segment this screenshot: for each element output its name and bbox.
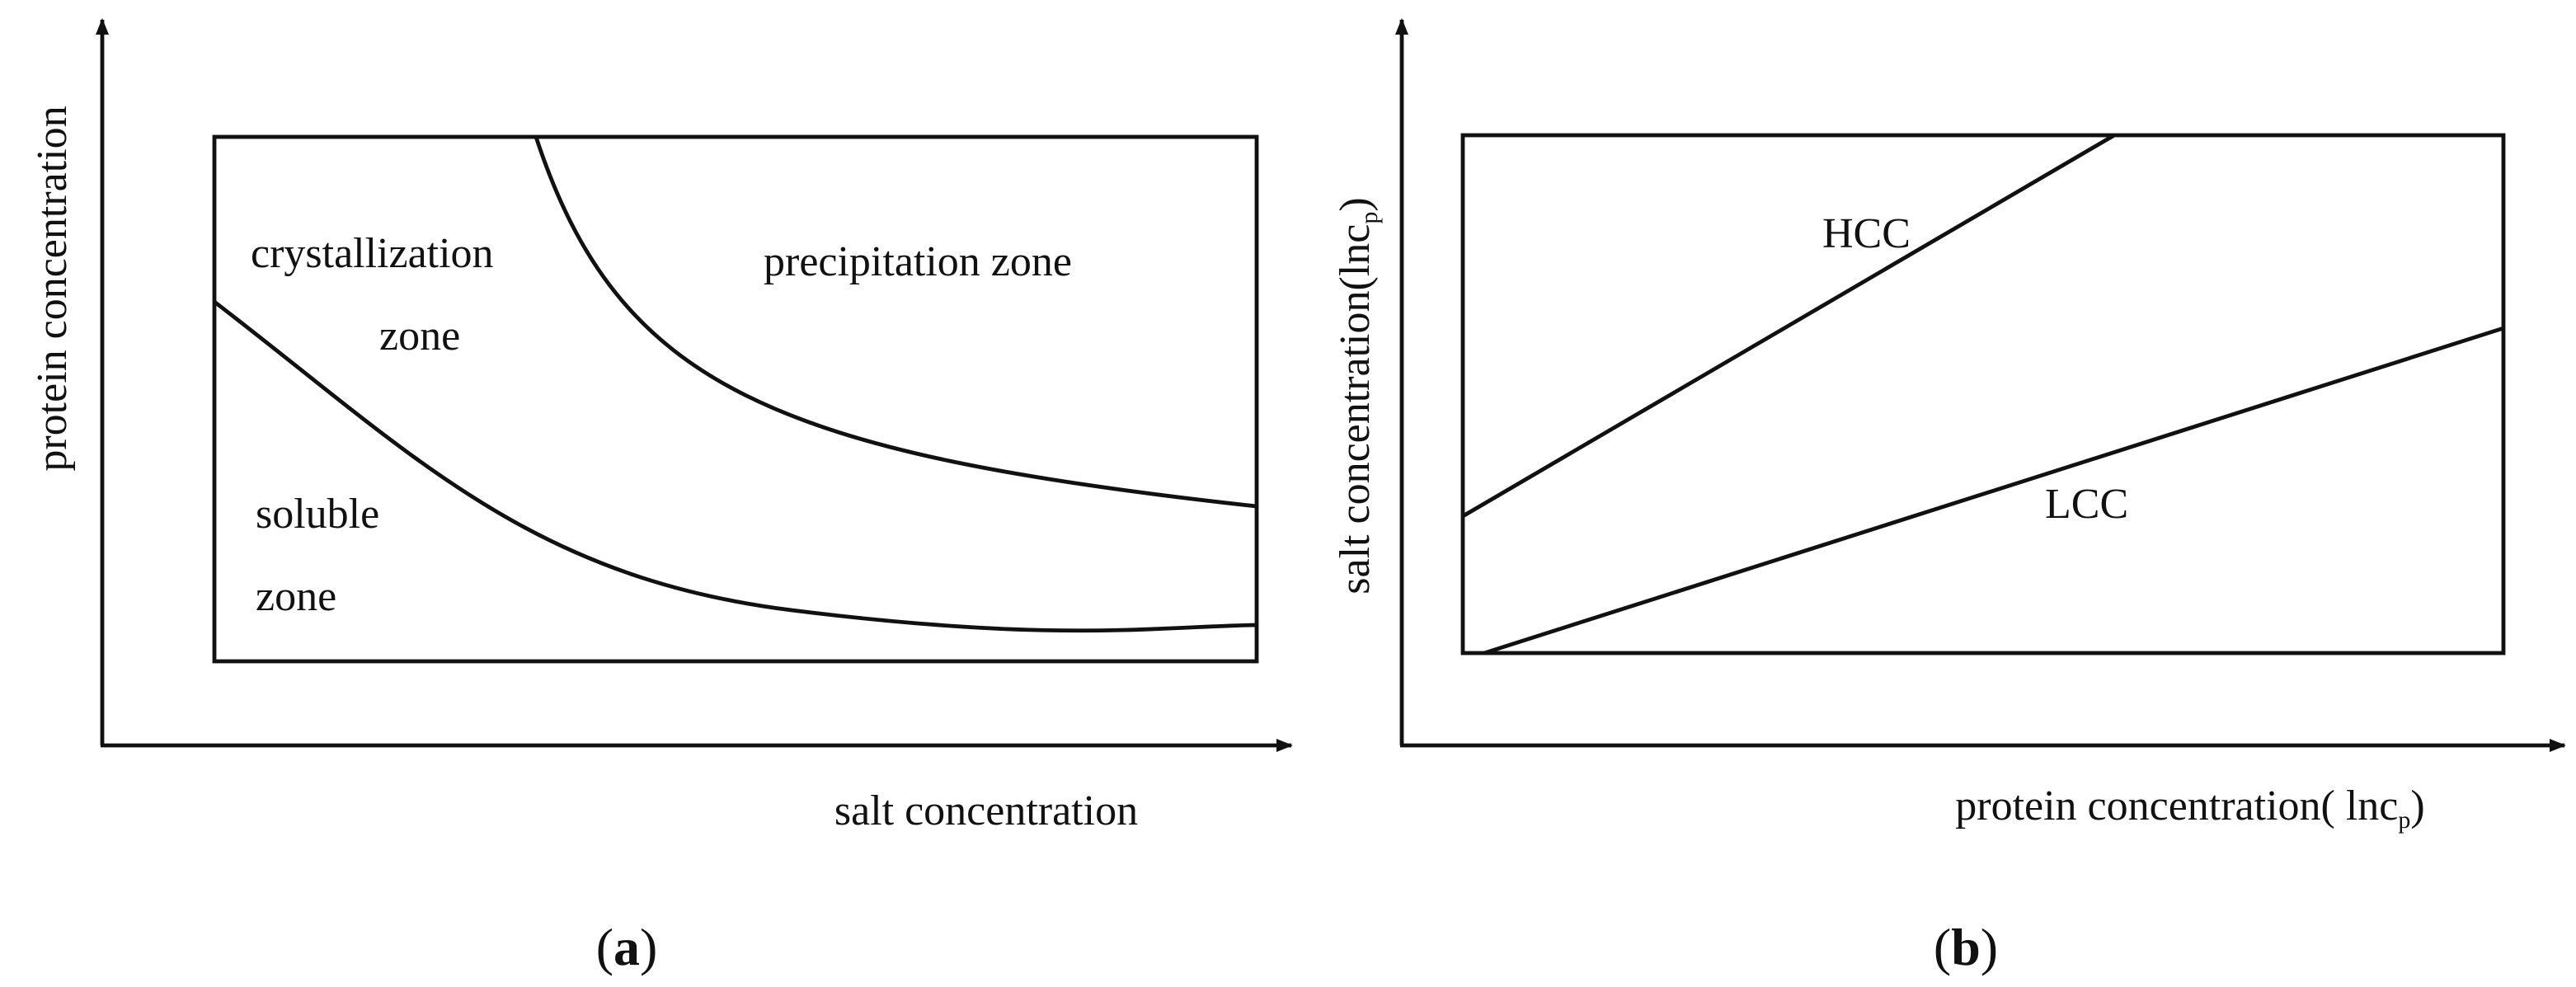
zone-label: crystallization [251, 230, 494, 277]
caption-part: ) [1981, 918, 1998, 976]
caption-part: ( [596, 918, 613, 976]
solubility-boundary [213, 300, 1257, 633]
label-subscript: p [2398, 806, 2410, 834]
caption-part: ( [1934, 918, 1951, 976]
panel-b: HCC LCC salt concentration(lncp) protein… [1332, 18, 2566, 976]
label-subscript: p [1356, 212, 1383, 224]
x-axis-label: protein concentration( lncp) [1955, 783, 2424, 834]
caption-letter: b [1951, 918, 1981, 976]
zone-label: precipitation zone [764, 238, 1072, 285]
label-part: salt concentration(lnc [1332, 224, 1379, 595]
caption-letter: a [613, 918, 640, 976]
caption: (a) [596, 918, 658, 976]
hcc-line [1461, 133, 2116, 519]
caption: (b) [1934, 918, 1998, 976]
label-part: ) [2410, 783, 2424, 830]
label-part: protein concentration( lnc [1955, 783, 2398, 830]
frame [212, 134, 1259, 664]
zone-label: zone [379, 313, 460, 360]
lcc-line [1483, 326, 2504, 656]
zone-label: soluble [256, 491, 379, 538]
y-axis-label: protein concentration [29, 106, 76, 471]
panel-a: crystallization zone precipitation zone … [29, 18, 1293, 976]
y-axis-label: salt concentration(lncp) [1332, 197, 1383, 594]
frame [1460, 133, 2506, 656]
label-part: ) [1332, 197, 1379, 211]
x-axis-label: salt concentration [834, 787, 1138, 834]
caption-part: ) [640, 918, 657, 976]
zone-label: zone [256, 573, 336, 620]
precipitation-boundary [534, 136, 1257, 509]
line-label: LCC [2045, 481, 2128, 528]
line-label: HCC [1822, 210, 1911, 257]
